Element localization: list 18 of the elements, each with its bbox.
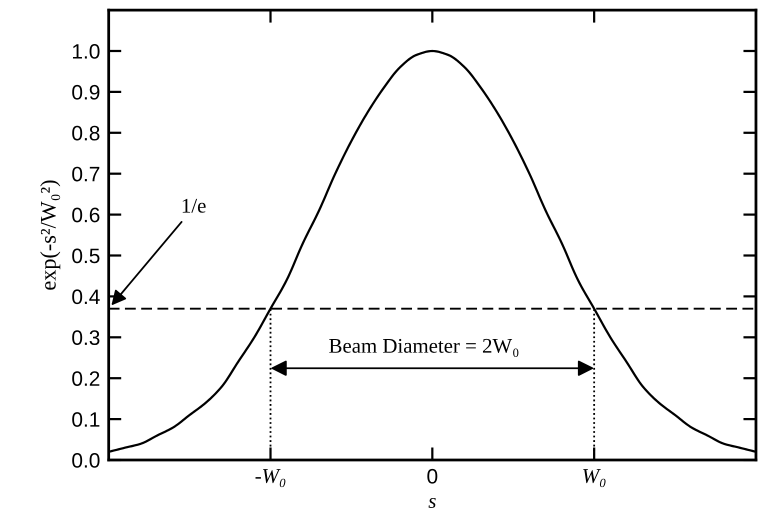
y-tick-label: 0.6 — [72, 208, 100, 222]
x-tick-label: W₀ — [583, 469, 606, 488]
y-tick-label: 0.2 — [72, 371, 100, 386]
y-tick-label: 0.9 — [72, 84, 100, 100]
y-tick-label: 0.1 — [72, 412, 100, 427]
x-tick-label: -W₀ — [256, 469, 286, 488]
y-tick-label: 0.0 — [72, 453, 100, 468]
annotation: Beam Diameter = 2W₀ — [329, 338, 518, 357]
x-axis-title: s — [428, 498, 436, 508]
y-tick-label: 0.4 — [72, 289, 100, 304]
y-tick-label: 0.5 — [72, 248, 100, 264]
y-tick-label: 0.7 — [72, 166, 100, 182]
ref-line-label: 1/e — [182, 198, 206, 213]
x-tick-label: 0 — [427, 468, 438, 484]
y-tick-label: 1.0 — [72, 44, 100, 59]
y-tick-label: 0.8 — [72, 126, 100, 141]
y-axis-title: exp(-s²/W₀²) — [40, 180, 60, 290]
y-tick-label: 0.3 — [72, 330, 100, 346]
